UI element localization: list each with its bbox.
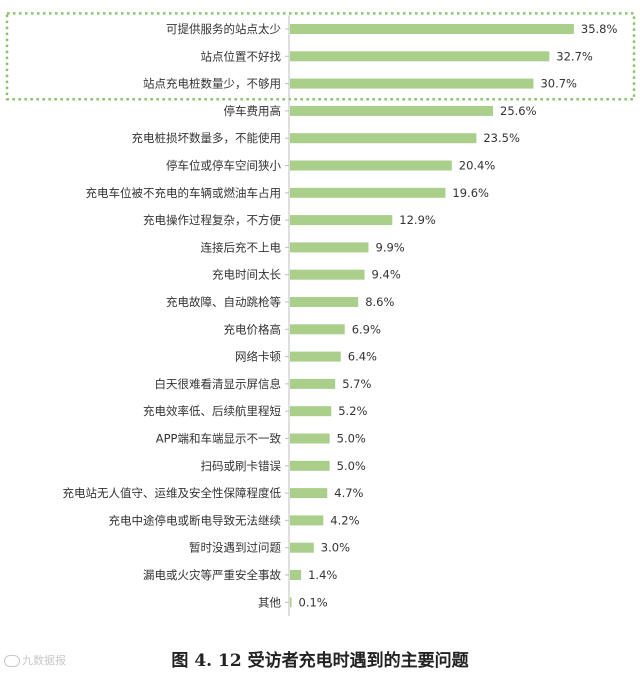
bar — [290, 324, 345, 335]
value-label: 9.9% — [376, 240, 405, 254]
bar — [290, 215, 393, 226]
value-label: 5.7% — [342, 377, 371, 391]
value-label: 1.4% — [308, 568, 337, 582]
bar — [290, 269, 365, 280]
value-label: 6.4% — [348, 350, 377, 364]
watermark-text: 九数据报 — [22, 654, 66, 667]
category-label: 站点位置不好找 — [201, 49, 282, 63]
value-label: 25.6% — [500, 104, 537, 118]
highlight-box — [5, 12, 636, 101]
category-label: APP端和车端显示不一致 — [156, 432, 282, 446]
category-label: 充电故障、自动跳枪等 — [166, 295, 281, 309]
bar — [290, 597, 292, 608]
category-label: 漏电或火灾等严重安全事故 — [143, 568, 281, 582]
bar — [290, 460, 330, 471]
bar — [290, 570, 302, 580]
value-label: 19.6% — [452, 186, 489, 200]
bar — [290, 51, 550, 62]
bar — [290, 515, 324, 526]
value-label: 8.6% — [365, 295, 394, 309]
bar — [290, 133, 477, 144]
value-label: 20.4% — [459, 159, 496, 173]
value-label: 5.0% — [337, 432, 366, 446]
category-label: 充电时间太长 — [212, 268, 281, 282]
watermark-logo-icon — [4, 655, 20, 667]
category-label: 网络卡顿 — [235, 350, 281, 364]
category-label: 充电桩损坏数量多，不能使用 — [132, 131, 282, 145]
value-label: 5.2% — [338, 404, 367, 418]
category-label: 充电操作过程复杂，不方便 — [143, 213, 281, 227]
category-label: 充电车位被不充电的车辆或燃油车占用 — [86, 186, 282, 200]
value-label: 4.7% — [334, 486, 363, 500]
bar — [290, 24, 574, 34]
bar — [290, 433, 330, 444]
bar — [290, 406, 332, 417]
bar — [290, 160, 452, 171]
bar — [290, 488, 328, 499]
category-label: 充电站无人值守、运维及安全性保障程度低 — [63, 486, 282, 500]
bar — [290, 351, 341, 362]
value-label: 0.1% — [299, 595, 328, 609]
value-label: 12.9% — [399, 213, 436, 227]
category-label: 停车位或停车空间狭小 — [166, 159, 281, 173]
category-label: 站点充电桩数量少，不够用 — [143, 77, 281, 91]
value-label: 5.0% — [337, 459, 366, 473]
bar — [290, 78, 534, 89]
value-label: 32.7% — [556, 49, 593, 63]
category-label: 充电中途停电或断电导致无法继续 — [109, 513, 282, 527]
category-label: 充电效率低、后续航里程短 — [143, 404, 281, 418]
value-label: 9.4% — [372, 268, 401, 282]
bar-chart: 可提供服务的站点太少 35.8% 站点位置不好找 32.7% 站点充电桩数量少，不够用 3… — [5, 12, 636, 616]
category-label: 连接后充不上电 — [201, 240, 282, 254]
bar — [290, 378, 336, 389]
value-label: 30.7% — [540, 77, 577, 91]
watermark: 九数据报 — [4, 652, 66, 668]
category-label: 其他 — [258, 595, 281, 609]
category-label: 扫码或刷卡错误 — [201, 459, 282, 473]
value-label: 23.5% — [483, 131, 520, 145]
category-label: 暂时没遇到过问题 — [189, 541, 281, 555]
bar — [290, 242, 369, 253]
bar — [290, 187, 446, 198]
category-label: 停车费用高 — [224, 104, 282, 118]
figure-caption: 图 4. 12 受访者充电时遇到的主要问题 — [171, 651, 469, 671]
bar — [290, 542, 314, 553]
bar — [290, 105, 494, 116]
bar — [290, 297, 359, 307]
value-label: 3.0% — [321, 541, 350, 555]
category-label: 充电价格高 — [224, 322, 282, 336]
value-label: 6.9% — [352, 322, 381, 336]
category-label: 白天很难看清显示屏信息 — [155, 377, 282, 391]
category-label: 可提供服务的站点太少 — [166, 22, 281, 36]
value-label: 4.2% — [330, 513, 359, 527]
value-label: 35.8% — [581, 22, 618, 36]
